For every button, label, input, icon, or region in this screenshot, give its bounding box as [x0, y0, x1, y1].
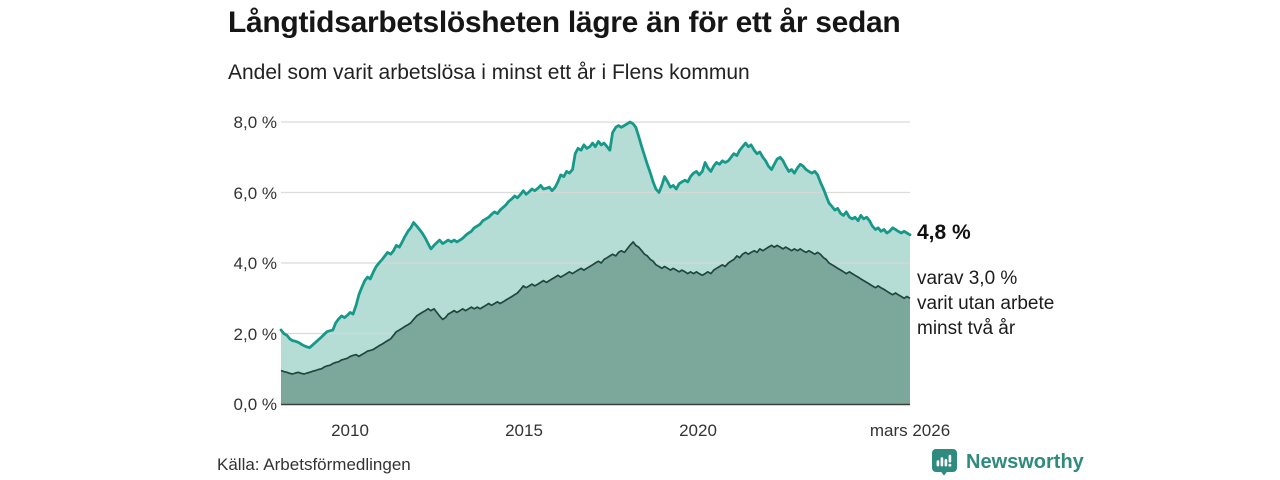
- annotation-detail-line-3: minst två år: [917, 318, 1016, 339]
- annotation-detail: varav 3,0 % varit utan arbete minst två …: [917, 266, 1054, 341]
- chart-title: Långtidsarbetslösheten lägre än för ett …: [228, 6, 901, 39]
- newsworthy-logo-icon: [932, 449, 957, 476]
- source-note: Källa: Arbetsförmedlingen: [217, 455, 411, 474]
- x-axis-tick-label-2015: 2015: [505, 421, 543, 440]
- x-axis-tick-label-2020: 2020: [679, 421, 717, 440]
- chart-subtitle: Andel som varit arbetslösa i minst ett å…: [228, 61, 750, 84]
- y-axis-tick-label-0: 0,0 %: [233, 395, 277, 414]
- y-axis-tick-label-8: 8,0 %: [233, 113, 277, 132]
- brand-name: Newsworthy: [966, 450, 1084, 473]
- latest-value-annotation: 4,8 %: [917, 221, 971, 244]
- annotation-detail-line-2: varit utan arbete: [917, 293, 1055, 314]
- newsworthy-logo[interactable]: Newsworthy: [931, 448, 1084, 476]
- y-axis-tick-label-4: 4,0 %: [233, 254, 277, 273]
- x-axis-tick-label-2010: 2010: [331, 421, 369, 440]
- annotation-detail-line-1: varav 3,0 %: [917, 268, 1018, 289]
- y-axis-tick-label-2: 2,0 %: [233, 325, 277, 344]
- y-axis-tick-label-6: 6,0 %: [233, 184, 277, 203]
- x-axis-tick-label-mars-2026: mars 2026: [869, 421, 951, 440]
